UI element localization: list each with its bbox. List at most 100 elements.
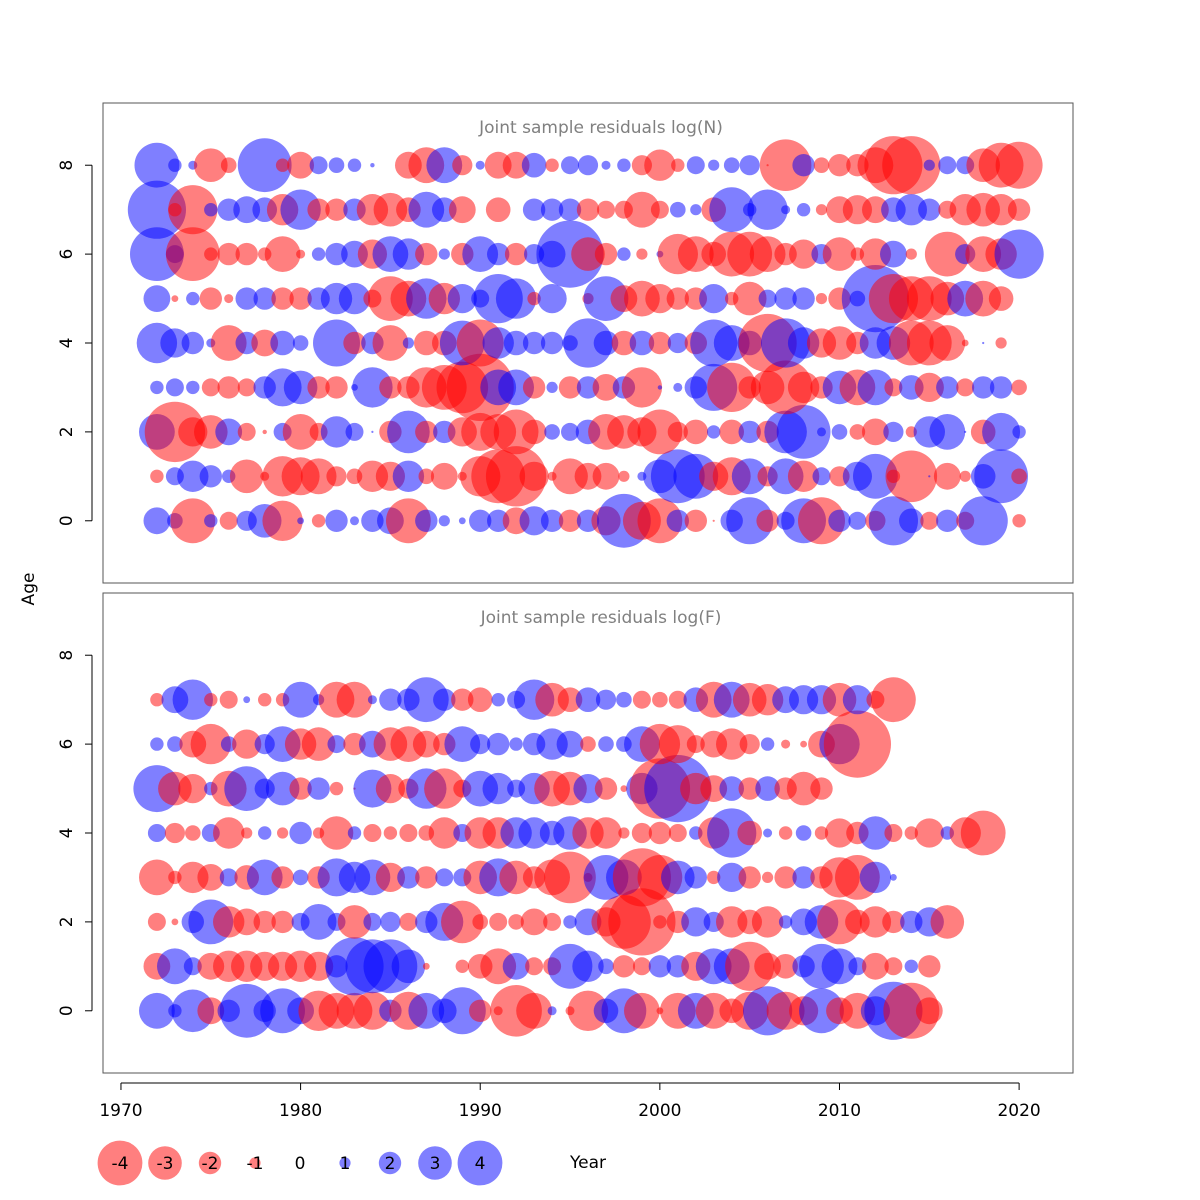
residual-bubble bbox=[219, 690, 238, 709]
residual-bubble bbox=[849, 424, 866, 440]
residual-bubble bbox=[831, 424, 848, 440]
residual-bubble bbox=[397, 866, 420, 889]
residual-bubble bbox=[489, 912, 508, 931]
legend-bubble bbox=[457, 1140, 503, 1186]
residual-bubble bbox=[644, 755, 712, 823]
residual-bubble bbox=[415, 509, 438, 532]
residual-bubble bbox=[938, 156, 957, 175]
residual-bubble bbox=[577, 155, 599, 176]
panel-n-title: Joint sample residuals log(N) bbox=[478, 118, 723, 138]
residual-bubble bbox=[336, 681, 373, 718]
residual-bubble bbox=[859, 906, 892, 938]
residual-bubble bbox=[961, 339, 969, 347]
y-axis-label: Age bbox=[19, 573, 39, 606]
residual-bubble bbox=[629, 330, 655, 356]
residual-bubble bbox=[920, 511, 939, 530]
residual-bubble bbox=[447, 284, 477, 314]
residual-bubble bbox=[144, 401, 206, 463]
residual-bubble bbox=[636, 248, 648, 260]
y-tick-label: 0 bbox=[57, 1005, 77, 1016]
residual-bubble bbox=[194, 148, 228, 182]
residual-bubble bbox=[199, 465, 222, 488]
residual-bubble bbox=[412, 730, 440, 758]
residual-bubble bbox=[150, 380, 164, 395]
legend-label: 3 bbox=[430, 1154, 441, 1174]
residual-bubble bbox=[828, 154, 851, 177]
residual-bubble bbox=[956, 378, 975, 397]
residual-bubble bbox=[307, 777, 330, 800]
y-tick-label: 2 bbox=[57, 426, 77, 437]
residual-bubble bbox=[959, 470, 971, 482]
residual-bubble bbox=[823, 710, 892, 778]
residual-bubble bbox=[418, 468, 435, 485]
residual-bubble bbox=[575, 687, 601, 712]
residual-bubble bbox=[217, 376, 240, 399]
residual-bubble bbox=[237, 422, 256, 441]
residual-bubble bbox=[789, 239, 819, 269]
residual-bubble bbox=[325, 376, 348, 399]
residual-bubble bbox=[475, 160, 485, 170]
residual-bubble bbox=[415, 420, 438, 444]
residual-bubble bbox=[426, 147, 463, 184]
residual-bubble bbox=[544, 851, 596, 904]
residual-bubble bbox=[229, 459, 264, 494]
residual-bubble bbox=[181, 331, 204, 355]
residual-bubble bbox=[235, 242, 258, 266]
residual-bubble bbox=[982, 341, 985, 345]
residual-bubble bbox=[994, 229, 1044, 279]
legend-label: 0 bbox=[295, 1154, 306, 1174]
residual-bubble bbox=[666, 287, 689, 310]
residual-bubble bbox=[253, 287, 276, 310]
residual-bubble bbox=[277, 827, 289, 839]
residual-bubble bbox=[287, 151, 314, 179]
residual-bubble bbox=[792, 866, 815, 889]
residual-bubble bbox=[325, 198, 348, 221]
x-tick-label: 1990 bbox=[459, 1101, 502, 1121]
residual-bubble bbox=[624, 992, 660, 1029]
residual-bubble bbox=[796, 203, 811, 217]
residual-bubble bbox=[134, 142, 180, 188]
residual-bubble bbox=[472, 914, 489, 930]
residual-bubble bbox=[487, 242, 510, 266]
residual-bubble bbox=[883, 421, 904, 442]
residual-bubble bbox=[262, 500, 303, 541]
residual-bubble bbox=[915, 997, 943, 1025]
panel-f-title: Joint sample residuals log(F) bbox=[480, 608, 722, 628]
residual-bubble bbox=[683, 419, 709, 445]
residual-bubble bbox=[498, 369, 534, 406]
residual-bubble bbox=[989, 376, 1013, 399]
residual-bubble bbox=[325, 509, 348, 532]
x-tick-label: 2000 bbox=[638, 1101, 681, 1121]
residual-bubble bbox=[884, 957, 903, 976]
residual-bubble bbox=[561, 422, 579, 441]
residual-bubble bbox=[547, 1006, 557, 1016]
panel-f-y-axis: 0 2 4 6 8 bbox=[57, 650, 93, 1016]
residual-bubble bbox=[311, 247, 326, 261]
residual-bubble bbox=[918, 198, 941, 221]
residual-bubble bbox=[814, 826, 829, 840]
residual-bubble bbox=[264, 236, 301, 272]
residual-bubble bbox=[637, 409, 683, 455]
residual-bubble bbox=[168, 185, 218, 235]
residual-bubble bbox=[253, 910, 276, 934]
residual-bubble bbox=[178, 774, 208, 804]
residual-bubble bbox=[415, 866, 438, 889]
residual-bubble bbox=[246, 859, 283, 896]
residual-bubble bbox=[895, 194, 927, 226]
residual-bubble bbox=[608, 888, 676, 956]
residual-bubble bbox=[487, 732, 510, 756]
legend: -4 -3 -2 -1 0 1 2 3 4 bbox=[97, 1140, 503, 1186]
residual-bubble bbox=[164, 822, 185, 844]
residual-bubble bbox=[974, 449, 1028, 504]
residual-bubble bbox=[781, 205, 791, 215]
residual-bubble bbox=[383, 826, 398, 840]
residual-bubble bbox=[558, 198, 582, 221]
residual-bubble bbox=[684, 866, 707, 889]
residual-bubble bbox=[292, 335, 309, 351]
residual-bubble bbox=[670, 201, 686, 218]
residual-bubble bbox=[762, 871, 774, 884]
residual-bubble bbox=[438, 515, 450, 527]
residual-bubble bbox=[167, 736, 183, 752]
residual-bubble bbox=[677, 236, 714, 272]
residual-bubble bbox=[707, 425, 721, 439]
